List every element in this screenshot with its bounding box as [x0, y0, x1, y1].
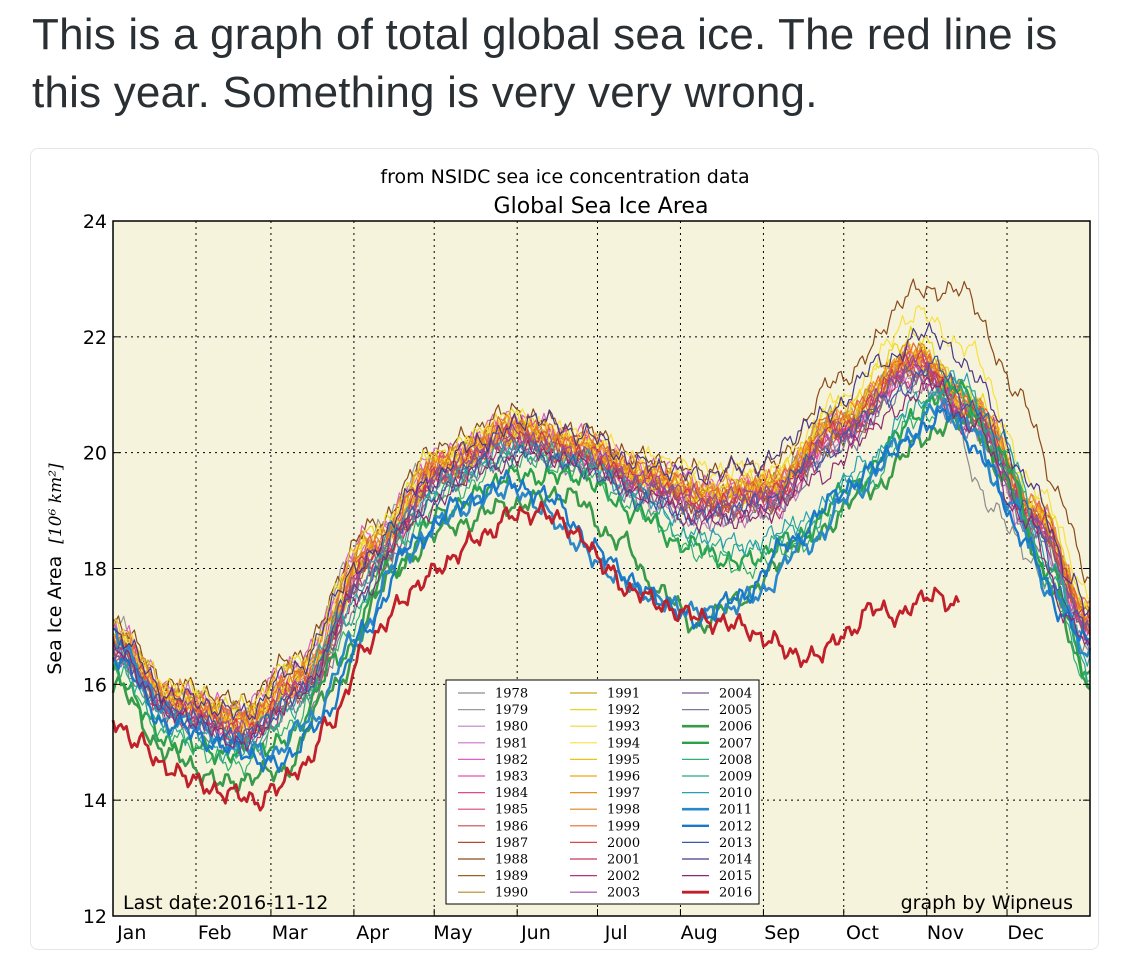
tweet-text: This is a graph of total global sea ice.…: [32, 10, 1058, 117]
y-tick-label: 14: [83, 790, 107, 812]
legend-label-1993: 1993: [607, 720, 640, 735]
legend-label-2005: 2005: [719, 703, 752, 718]
x-tick-label-mar: Mar: [272, 922, 308, 944]
chart-title: Global Sea Ice Area: [494, 194, 709, 219]
legend-label-1999: 1999: [607, 819, 640, 834]
last-date-annotation: Last date:2016-11-12: [123, 892, 328, 914]
series-line-2013: [112, 355, 1091, 746]
sea-ice-chart: from NSIDC sea ice concentration data Gl…: [44, 166, 1092, 944]
series-line-2006: [111, 409, 1091, 793]
legend-label-2009: 2009: [719, 770, 752, 785]
x-tick-label-aug: Aug: [681, 922, 718, 944]
legend-box: [445, 679, 760, 905]
x-tick-label-jul: Jul: [604, 922, 628, 944]
series-line-1999: [113, 342, 1091, 728]
legend-label-1994: 1994: [607, 736, 640, 751]
legend-label-2006: 2006: [719, 720, 752, 735]
legend-label-2008: 2008: [719, 753, 752, 768]
legend-label-1982: 1982: [495, 753, 528, 768]
legend-label-1988: 1988: [495, 853, 528, 868]
y-tick-label: 20: [83, 443, 107, 465]
legend-label-2003: 2003: [607, 886, 640, 901]
legend-label-1979: 1979: [495, 703, 528, 718]
legend-label-2007: 2007: [719, 736, 752, 751]
x-tick-label-oct: Oct: [846, 922, 879, 944]
legend-label-1980: 1980: [495, 720, 528, 735]
legend-label-1996: 1996: [607, 770, 640, 785]
legend-label-2015: 2015: [719, 869, 752, 884]
legend-label-1989: 1989: [495, 869, 528, 884]
series-layer: [111, 278, 1092, 812]
legend-label-2002: 2002: [607, 869, 640, 884]
series-line-1992: [112, 325, 1091, 715]
series-line-2010: [112, 370, 1091, 753]
y-axis-label: Sea Ice Area [10⁶ km²]: [44, 463, 66, 675]
legend-label-1985: 1985: [495, 803, 528, 818]
legend-label-2001: 2001: [607, 853, 640, 868]
series-line-2014: [112, 322, 1091, 721]
credit-annotation: graph by Wipneus: [901, 892, 1073, 914]
y-axis-label-text: Sea Ice Area: [44, 556, 66, 675]
legend-label-1983: 1983: [495, 770, 528, 785]
tweet-media-card[interactable]: from NSIDC sea ice concentration data Gl…: [30, 148, 1099, 950]
legend-label-1992: 1992: [607, 703, 640, 718]
x-tick-label-dec: Dec: [1007, 922, 1044, 944]
legend-label-1991: 1991: [607, 687, 640, 702]
legend-label-1978: 1978: [495, 687, 528, 702]
x-tick-label-jan: Jan: [116, 922, 146, 944]
legend-label-2011: 2011: [719, 803, 752, 818]
legend-label-1984: 1984: [495, 786, 528, 801]
x-tick-label-nov: Nov: [927, 922, 964, 944]
x-tick-label-jun: Jun: [520, 922, 551, 944]
legend-label-2000: 2000: [607, 836, 640, 851]
y-tick-label: 18: [83, 559, 107, 581]
x-tick-label-feb: Feb: [198, 922, 232, 944]
tick-layer: 12 14 16 18 20 22 24 Jan Feb Mar Apr May Jun Jul Aug Se…: [83, 211, 1090, 944]
legend-label-2016: 2016: [719, 886, 752, 901]
y-axis-label-units: [10⁶ km²]: [46, 463, 66, 544]
y-tick-label: 24: [83, 211, 107, 233]
series-line-2012: [111, 407, 1091, 774]
legend-label-2010: 2010: [719, 786, 752, 801]
legend-label-1997: 1997: [607, 786, 640, 801]
legend-label-2012: 2012: [719, 819, 752, 834]
series-line-2016: [111, 500, 961, 812]
legend-label-2013: 2013: [719, 836, 752, 851]
y-tick-label: 12: [83, 906, 107, 928]
legend-label-1998: 1998: [607, 803, 640, 818]
legend-label-1986: 1986: [495, 819, 528, 834]
x-tick-label-apr: Apr: [356, 922, 389, 944]
legend-label-1981: 1981: [495, 736, 528, 751]
y-tick-label: 16: [83, 674, 107, 696]
legend-label-2004: 2004: [719, 687, 752, 702]
series-line-2003: [112, 354, 1091, 739]
y-tick-label: 22: [83, 327, 107, 349]
series-line-2015: [112, 376, 1091, 752]
x-tick-label-sep: Sep: [764, 922, 800, 944]
legend-label-1990: 1990: [495, 886, 528, 901]
legend-label-1995: 1995: [607, 753, 640, 768]
chart-subtitle: from NSIDC sea ice concentration data: [380, 166, 749, 188]
legend-label-1987: 1987: [495, 836, 528, 851]
x-tick-label-may: May: [433, 922, 472, 944]
legend-label-2014: 2014: [719, 853, 752, 868]
